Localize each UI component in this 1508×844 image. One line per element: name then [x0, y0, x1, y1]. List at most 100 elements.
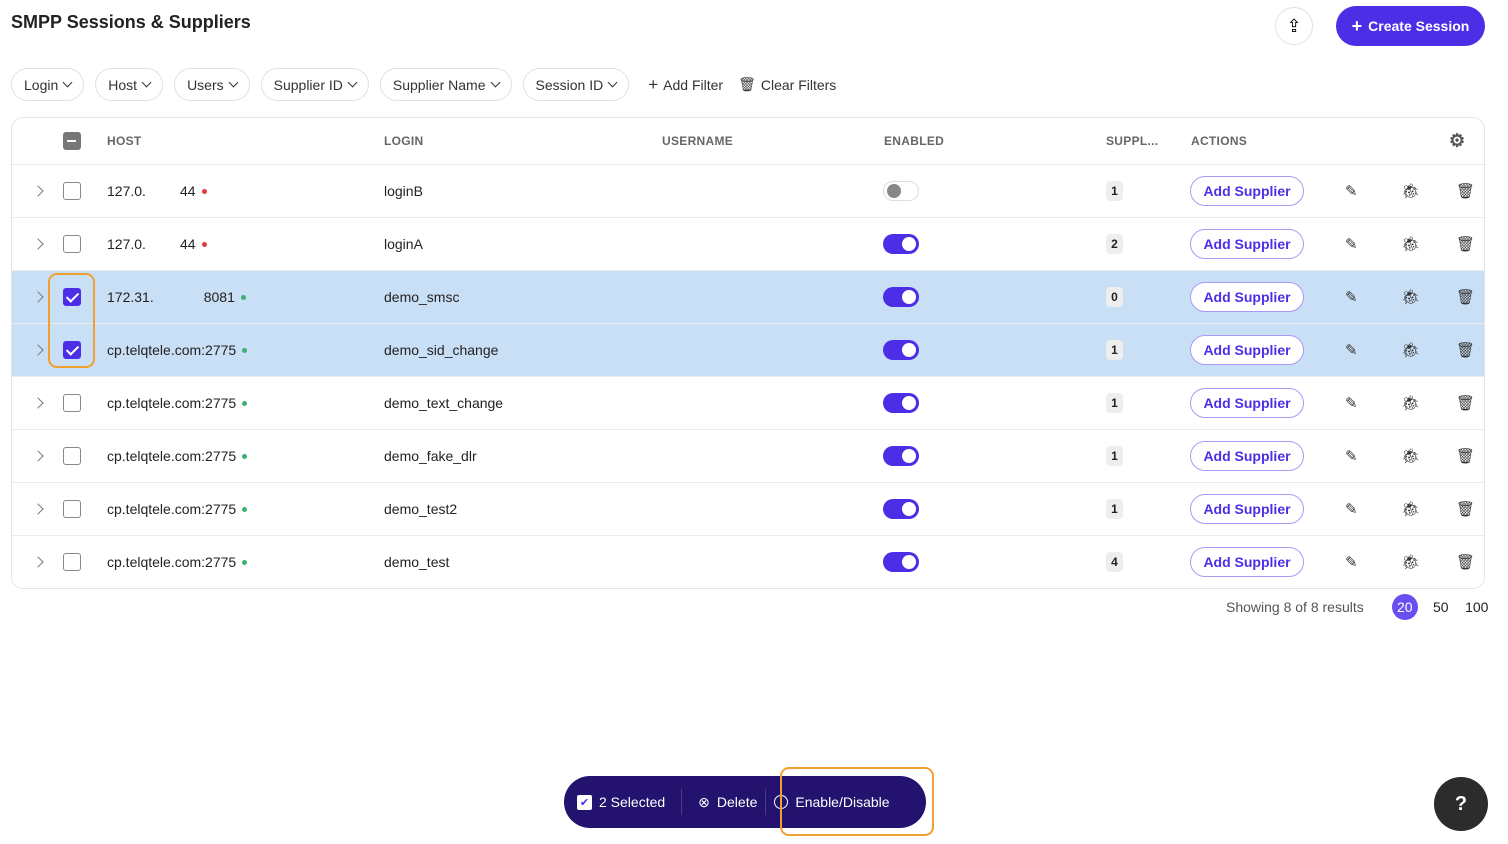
add-supplier-button[interactable]: Add Supplier — [1190, 494, 1304, 524]
expand-chevron-icon[interactable] — [32, 397, 44, 409]
table-row[interactable]: 127.0. 44 loginB 1 Add Supplier ✎ 🐞︎ 🗑 — [12, 164, 1484, 217]
edit-pencil-icon[interactable]: ✎ — [1345, 395, 1358, 412]
trash-icon[interactable]: 🗑 — [1456, 501, 1476, 518]
filter-session-id[interactable]: Session ID — [522, 68, 630, 101]
trash-icon[interactable]: 🗑 — [1456, 183, 1476, 200]
expand-chevron-icon[interactable] — [32, 185, 44, 197]
add-supplier-button[interactable]: Add Supplier — [1190, 547, 1304, 577]
enable-disable-label: Enable/Disable — [795, 794, 890, 810]
add-supplier-button[interactable]: Add Supplier — [1190, 282, 1304, 312]
edit-pencil-icon[interactable]: ✎ — [1345, 289, 1358, 306]
row-checkbox[interactable] — [63, 288, 81, 306]
expand-chevron-icon[interactable] — [32, 291, 44, 303]
trash-icon[interactable]: 🗑 — [1456, 448, 1476, 465]
edit-pencil-icon[interactable]: ✎ — [1345, 183, 1358, 200]
status-dot-icon — [242, 506, 248, 512]
trash-icon[interactable]: 🗑 — [1456, 236, 1476, 253]
add-filter-button[interactable]: + Add Filter — [648, 75, 723, 95]
add-supplier-button[interactable]: Add Supplier — [1190, 388, 1304, 418]
expand-chevron-icon[interactable] — [32, 344, 44, 356]
login-cell: demo_fake_dlr — [384, 448, 477, 464]
create-session-button[interactable]: + Create Session — [1336, 6, 1485, 46]
table-row[interactable]: cp.telqtele.com:2775 demo_fake_dlr 1 Add… — [12, 429, 1484, 482]
select-all-checkbox[interactable] — [63, 132, 81, 150]
table-row[interactable]: 172.31. 8081 demo_smsc 0 Add Supplier ✎ 🐞… — [12, 270, 1484, 323]
page-size-100[interactable]: 100 — [1465, 599, 1489, 615]
bulk-delete-button[interactable]: ⊗ Delete — [698, 794, 757, 811]
bug-icon[interactable]: 🐞︎ — [1401, 501, 1421, 518]
add-supplier-button[interactable]: Add Supplier — [1190, 229, 1304, 259]
column-login[interactable]: LOGIN — [384, 134, 424, 148]
expand-chevron-icon[interactable] — [32, 450, 44, 462]
bug-icon[interactable]: 🐞︎ — [1401, 183, 1421, 200]
edit-pencil-icon[interactable]: ✎ — [1345, 342, 1358, 359]
column-suppliers[interactable]: SUPPL... — [1106, 134, 1159, 148]
add-supplier-button[interactable]: Add Supplier — [1190, 441, 1304, 471]
clear-filters-button[interactable]: 🗑 Clear Filters — [738, 76, 836, 93]
page-size-20[interactable]: 20 — [1391, 594, 1418, 620]
bug-icon[interactable]: 🐞︎ — [1401, 342, 1421, 359]
enabled-toggle[interactable] — [883, 552, 919, 572]
edit-pencil-icon[interactable]: ✎ — [1345, 501, 1358, 518]
host-text: cp.telqtele.com:2775 — [107, 554, 237, 570]
status-dot-icon — [242, 400, 248, 406]
row-checkbox[interactable] — [63, 182, 81, 200]
column-username[interactable]: USERNAME — [662, 134, 734, 148]
help-button[interactable]: ? — [1434, 777, 1488, 831]
expand-chevron-icon[interactable] — [32, 556, 44, 568]
bug-icon[interactable]: 🐞︎ — [1401, 289, 1421, 306]
enabled-toggle[interactable] — [883, 393, 919, 413]
row-checkbox[interactable] — [63, 447, 81, 465]
enabled-toggle[interactable] — [883, 287, 919, 307]
filter-login[interactable]: Login — [11, 68, 85, 101]
trash-icon[interactable]: 🗑 — [1456, 395, 1476, 412]
enabled-toggle[interactable] — [883, 234, 919, 254]
row-checkbox[interactable] — [63, 553, 81, 571]
export-button[interactable]: ⇪ — [1275, 7, 1313, 45]
row-checkbox[interactable] — [63, 235, 81, 253]
selected-count[interactable]: ✔ 2 Selected — [577, 794, 665, 810]
trash-icon[interactable]: 🗑 — [1456, 554, 1476, 571]
table-row[interactable]: 127.0. 44 loginA 2 Add Supplier ✎ 🐞︎ 🗑 — [12, 217, 1484, 270]
table-row[interactable]: cp.telqtele.com:2775 demo_text_change 1 … — [12, 376, 1484, 429]
create-session-label: Create Session — [1368, 18, 1470, 34]
edit-pencil-icon[interactable]: ✎ — [1345, 448, 1358, 465]
edit-pencil-icon[interactable]: ✎ — [1345, 554, 1358, 571]
filter-host[interactable]: Host — [95, 68, 164, 101]
row-checkbox[interactable] — [63, 394, 81, 412]
bug-icon[interactable]: 🐞︎ — [1401, 554, 1421, 571]
host-text: cp.telqtele.com:2775 — [107, 395, 237, 411]
add-supplier-button[interactable]: Add Supplier — [1190, 176, 1304, 206]
enabled-toggle[interactable] — [883, 340, 919, 360]
bug-icon[interactable]: 🐞︎ — [1401, 448, 1421, 465]
enabled-toggle[interactable] — [883, 499, 919, 519]
trash-icon[interactable]: 🗑 — [1456, 342, 1476, 359]
expand-chevron-icon[interactable] — [32, 503, 44, 515]
enabled-toggle[interactable] — [883, 181, 919, 201]
filter-users[interactable]: Users — [174, 68, 250, 101]
column-host[interactable]: HOST — [107, 134, 142, 148]
row-checkbox[interactable] — [63, 341, 81, 359]
bug-icon[interactable]: 🐞︎ — [1401, 395, 1421, 412]
filter-supplier-name[interactable]: Supplier Name — [379, 68, 512, 101]
bulk-enable-disable-button[interactable]: ! Enable/Disable — [774, 794, 890, 810]
table-row[interactable]: cp.telqtele.com:2775 demo_test 4 Add Sup… — [12, 535, 1484, 588]
add-supplier-button[interactable]: Add Supplier — [1190, 335, 1304, 365]
column-enabled[interactable]: ENABLED — [884, 134, 945, 148]
trash-icon[interactable]: 🗑 — [1456, 289, 1476, 306]
enabled-toggle[interactable] — [883, 446, 919, 466]
chevron-down-icon — [347, 77, 358, 88]
info-circle-icon: ! — [774, 795, 789, 809]
filter-supplier-id[interactable]: Supplier ID — [260, 68, 369, 101]
table-row[interactable]: cp.telqtele.com:2775 demo_sid_change 1 A… — [12, 323, 1484, 376]
chevron-down-icon — [607, 77, 618, 88]
table-row[interactable]: cp.telqtele.com:2775 demo_test2 1 Add Su… — [12, 482, 1484, 535]
gear-icon[interactable]: ⚙ — [1449, 130, 1466, 151]
row-checkbox[interactable] — [63, 500, 81, 518]
login-cell: demo_sid_change — [384, 342, 499, 358]
edit-pencil-icon[interactable]: ✎ — [1345, 236, 1358, 253]
bug-icon[interactable]: 🐞︎ — [1401, 236, 1421, 253]
host-port: 44 — [179, 236, 196, 252]
expand-chevron-icon[interactable] — [32, 238, 44, 250]
page-size-50[interactable]: 50 — [1432, 599, 1449, 615]
